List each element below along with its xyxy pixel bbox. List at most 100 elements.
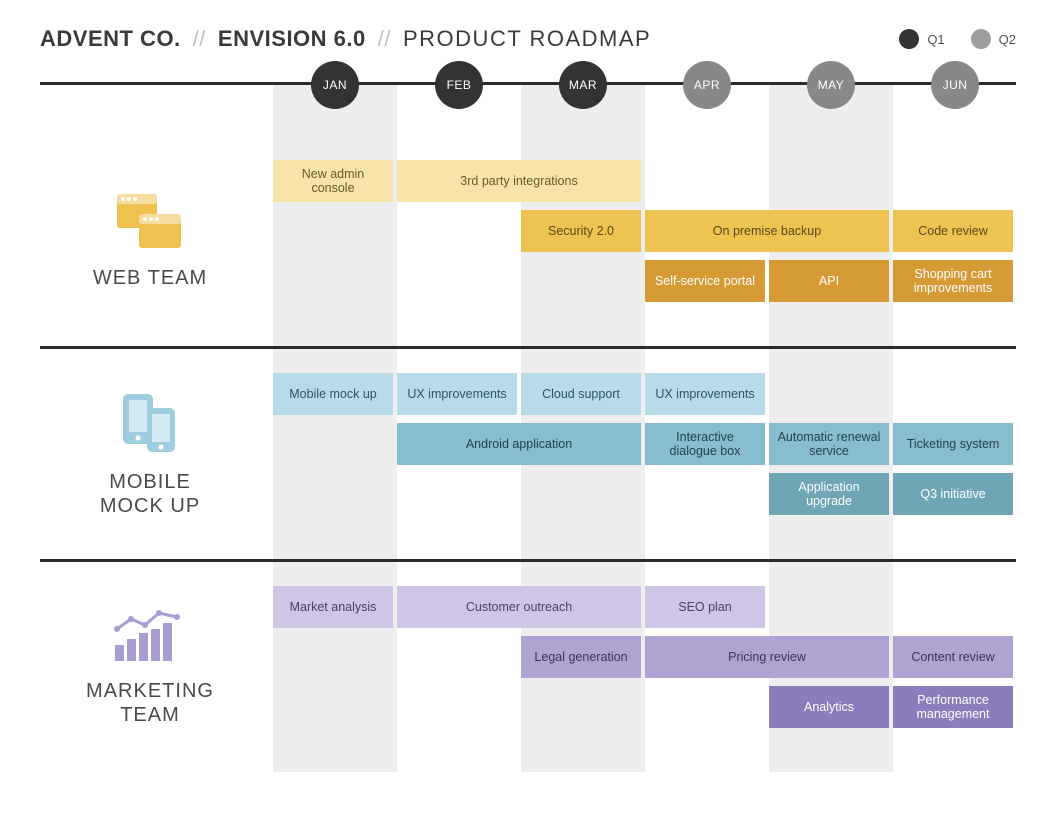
mobile-devices-icon xyxy=(117,390,183,456)
roadmap-bar: Content review xyxy=(893,636,1013,678)
lane-web-team: WEB TEAM New admin console 3rd party integ… xyxy=(40,136,1016,346)
month-bubble-jun: JUN xyxy=(931,61,979,109)
roadmap-bar-label: Customer outreach xyxy=(466,600,572,614)
month-label: JAN xyxy=(323,78,347,92)
title-separator-2: // xyxy=(378,26,391,52)
track: Self-service portal API Shopping cart impr… xyxy=(273,260,1016,302)
lane-label-web-team: WEB TEAM xyxy=(40,136,260,346)
lane-mobile-mockup: MOBILEMOCK UP Mobile mock up UX improvemen… xyxy=(40,349,1016,559)
month-label: APR xyxy=(694,78,720,92)
track: New admin console 3rd party integrations xyxy=(273,160,1016,202)
roadmap-bar: UX improvements xyxy=(645,373,765,415)
roadmap-bar: API xyxy=(769,260,889,302)
lane-marketing-team: MARKETINGTEAM Market analysis Customer out… xyxy=(40,562,1016,772)
roadmap-bar: On premise backup xyxy=(645,210,889,252)
roadmap-bar-label: Self-service portal xyxy=(655,274,755,288)
roadmap-bar-label: Application upgrade xyxy=(777,480,881,509)
month-label: FEB xyxy=(447,78,472,92)
month-bubble-mar: MAR xyxy=(559,61,607,109)
roadmap-bar: Application upgrade xyxy=(769,473,889,515)
product-name: ENVISION 6.0 xyxy=(218,26,366,52)
company-name: ADVENT CO. xyxy=(40,26,181,52)
month-bubble-apr: APR xyxy=(683,61,731,109)
lane-name: WEB TEAM xyxy=(93,266,207,290)
roadmap-bar: Interactive dialogue box xyxy=(645,423,765,465)
analytics-chart-icon xyxy=(111,607,189,665)
legend-dot-icon xyxy=(899,29,919,49)
track: Market analysis Customer outreach SEO plan xyxy=(273,586,1016,628)
legend-label: Q1 xyxy=(927,32,944,47)
track: Legal generation Pricing review Content re… xyxy=(273,636,1016,678)
roadmap-bar: Code review xyxy=(893,210,1013,252)
roadmap-bar-label: Shopping cart improvements xyxy=(901,267,1005,296)
roadmap-bar-label: Analytics xyxy=(804,700,854,714)
legend-item-q2: Q2 xyxy=(971,29,1016,49)
lane-name: MOBILEMOCK UP xyxy=(100,470,200,518)
legend-dot-icon xyxy=(971,29,991,49)
roadmap-bar: Market analysis xyxy=(273,586,393,628)
roadmap-bar-label: Code review xyxy=(918,224,987,238)
legend-item-q1: Q1 xyxy=(899,29,944,49)
roadmap-bar-label: UX improvements xyxy=(655,387,754,401)
month-label: MAY xyxy=(818,78,845,92)
month-header-row: JANFEBMARAPRMAYJUN xyxy=(40,82,1016,136)
month-bubble-feb: FEB xyxy=(435,61,483,109)
roadmap-bar-label: 3rd party integrations xyxy=(460,174,577,188)
lane-label-mobile-mockup: MOBILEMOCK UP xyxy=(40,349,260,559)
roadmap-bar-label: Pricing review xyxy=(728,650,806,664)
track: Application upgrade Q3 initiative xyxy=(273,473,1016,515)
roadmap-bar-label: Content review xyxy=(911,650,994,664)
lane-tracks: Market analysis Customer outreach SEO plan… xyxy=(273,586,1016,728)
track: Mobile mock up UX improvements Cloud suppo… xyxy=(273,373,1016,415)
roadmap-bar-label: Performance management xyxy=(901,693,1005,722)
lane-tracks: Mobile mock up UX improvements Cloud suppo… xyxy=(273,373,1016,515)
roadmap-bar-label: Android application xyxy=(466,437,572,451)
roadmap-bar: Legal generation xyxy=(521,636,641,678)
roadmap-bar-label: New admin console xyxy=(281,167,385,196)
roadmap-bar-label: Legal generation xyxy=(534,650,627,664)
roadmap-bar: Mobile mock up xyxy=(273,373,393,415)
roadmap-bar: UX improvements xyxy=(397,373,517,415)
roadmap-bar-label: Q3 initiative xyxy=(920,487,985,501)
roadmap-bar-label: On premise backup xyxy=(713,224,821,238)
roadmap-bar: 3rd party integrations xyxy=(397,160,641,202)
roadmap-bar: Automatic renewal service xyxy=(769,423,889,465)
lane-tracks: New admin console 3rd party integrations S… xyxy=(273,160,1016,302)
title-line: ADVENT CO. // ENVISION 6.0 // PRODUCT RO… xyxy=(40,26,651,52)
roadmap-bar-label: SEO plan xyxy=(678,600,732,614)
title-separator-1: // xyxy=(193,26,206,52)
header: ADVENT CO. // ENVISION 6.0 // PRODUCT RO… xyxy=(40,26,1016,52)
roadmap-bar-label: Interactive dialogue box xyxy=(653,430,757,459)
track: Android application Interactive dialogue … xyxy=(273,423,1016,465)
lane-label-marketing-team: MARKETINGTEAM xyxy=(40,562,260,772)
roadmap-bar-label: Mobile mock up xyxy=(289,387,377,401)
roadmap-bar-label: Market analysis xyxy=(290,600,377,614)
roadmap: JANFEBMARAPRMAYJUN WEB TEAM New admin con… xyxy=(40,82,1016,772)
lane-name: MARKETINGTEAM xyxy=(86,679,214,727)
roadmap-bar: Ticketing system xyxy=(893,423,1013,465)
roadmap-bar: Shopping cart improvements xyxy=(893,260,1013,302)
roadmap-bar-label: Cloud support xyxy=(542,387,620,401)
roadmap-bar: SEO plan xyxy=(645,586,765,628)
roadmap-bar: Customer outreach xyxy=(397,586,641,628)
month-label: JUN xyxy=(943,78,968,92)
browser-windows-icon xyxy=(115,192,185,252)
roadmap-bar: Self-service portal xyxy=(645,260,765,302)
roadmap-bar-label: Security 2.0 xyxy=(548,224,614,238)
legend: Q1 Q2 xyxy=(899,29,1016,49)
roadmap-bar: Pricing review xyxy=(645,636,889,678)
track: Analytics Performance management xyxy=(273,686,1016,728)
legend-label: Q2 xyxy=(999,32,1016,47)
roadmap-bar: Performance management xyxy=(893,686,1013,728)
roadmap-bar: Android application xyxy=(397,423,641,465)
roadmap-bar-label: Automatic renewal service xyxy=(777,430,881,459)
track: Security 2.0 On premise backup Code review xyxy=(273,210,1016,252)
roadmap-bar-label: Ticketing system xyxy=(907,437,1000,451)
roadmap-bar: Q3 initiative xyxy=(893,473,1013,515)
roadmap-bar: Cloud support xyxy=(521,373,641,415)
month-bubble-may: MAY xyxy=(807,61,855,109)
page-title: PRODUCT ROADMAP xyxy=(403,26,651,52)
roadmap-bar: Security 2.0 xyxy=(521,210,641,252)
roadmap-bar: Analytics xyxy=(769,686,889,728)
month-bubble-jan: JAN xyxy=(311,61,359,109)
